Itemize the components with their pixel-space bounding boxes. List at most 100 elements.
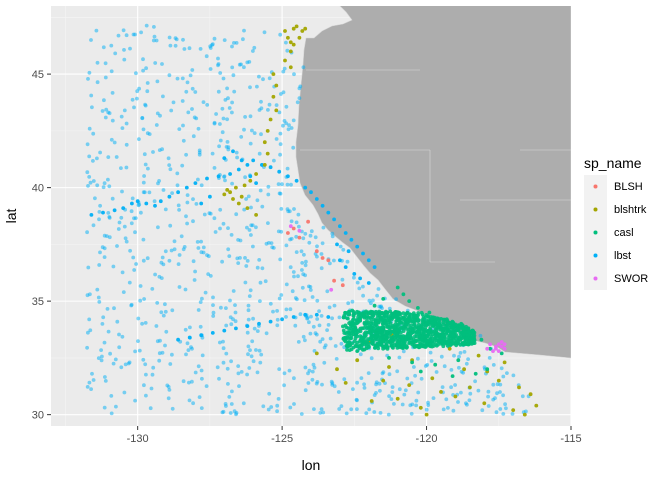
data-point-lbst (318, 411, 323, 415)
data-point-casl (436, 338, 441, 343)
data-point-lbst (169, 248, 174, 253)
data-point-lbst (262, 30, 267, 35)
data-point-lbst (191, 197, 195, 202)
data-point-blshtrk (288, 65, 293, 70)
data-point-lbst (89, 93, 94, 98)
data-point-lbst (296, 212, 301, 217)
data-point-lbst (183, 327, 188, 332)
data-point-lbst (378, 388, 382, 393)
data-point-lbst (246, 194, 251, 199)
data-point-blsh (297, 235, 302, 240)
data-point-lbst (96, 295, 101, 300)
data-point-casl (444, 331, 449, 335)
data-point-lbst (216, 174, 221, 179)
data-point-lbst (292, 207, 296, 211)
data-point-lbst (208, 274, 213, 278)
data-point-lbst (156, 181, 160, 186)
data-point-casl (441, 320, 445, 325)
data-point-lbst (226, 96, 230, 101)
data-point-lbst (255, 198, 260, 203)
data-point-casl (464, 327, 468, 331)
data-point-lbst (221, 76, 226, 81)
data-point-casl (374, 330, 379, 335)
data-point-lbst (266, 184, 271, 189)
data-point-casl (416, 318, 420, 323)
data-point-lbst (100, 109, 105, 113)
data-point-lbst (221, 409, 226, 414)
data-point-lbst (277, 191, 282, 196)
data-point-lbst (282, 119, 287, 123)
data-point-lbst (343, 231, 348, 235)
data-point-lbst (136, 316, 141, 321)
data-point-lbst (344, 411, 349, 416)
data-point-lbst (242, 127, 246, 132)
data-point-lbst (177, 285, 182, 289)
data-point-lbst (288, 405, 293, 410)
data-point-casl (399, 321, 404, 325)
data-point-lbst (109, 43, 114, 48)
data-point-lbst (390, 390, 395, 394)
data-point-casl (389, 343, 394, 348)
data-point-casl (376, 320, 381, 325)
data-point-lbst (124, 142, 129, 147)
data-point-lbst (395, 369, 400, 374)
data-point-lbst (231, 149, 235, 154)
data-point-casl (397, 340, 402, 345)
data-point-lbst (158, 338, 162, 343)
data-point-lbst (233, 303, 237, 307)
data-point-lbst (292, 72, 296, 77)
data-point-casl (456, 358, 461, 363)
data-point-lbst (332, 384, 337, 389)
data-point-blshtrk (271, 72, 276, 76)
data-point-lbst (467, 398, 472, 403)
data-point-lbst (190, 346, 194, 351)
data-point-casl (416, 322, 421, 327)
data-point-lbst (142, 174, 147, 178)
data-point-lbst (191, 259, 196, 264)
data-point-casl (371, 329, 376, 334)
data-point-casl (419, 310, 424, 315)
data-point-lbst (196, 126, 201, 131)
data-point-casl (415, 344, 419, 349)
data-point-lbst (144, 23, 149, 28)
data-point-casl (358, 318, 362, 323)
data-point-casl (355, 318, 359, 322)
data-point-casl (352, 327, 356, 332)
data-point-lbst (133, 398, 138, 403)
data-point-lbst (459, 390, 463, 395)
data-point-casl (410, 319, 415, 324)
data-point-lbst (473, 379, 477, 384)
data-point-lbst (196, 364, 201, 369)
data-point-lbst (130, 201, 134, 206)
data-point-casl (411, 329, 416, 334)
data-point-lbst (170, 308, 175, 313)
data-point-lbst (145, 89, 150, 94)
data-point-casl (472, 338, 477, 343)
data-point-lbst (242, 65, 246, 70)
data-point-lbst (291, 145, 296, 150)
data-point-swor (297, 228, 302, 233)
data-point-casl (366, 337, 370, 341)
data-point-lbst (122, 108, 127, 113)
data-point-lbst (216, 89, 221, 94)
data-point-lbst (104, 107, 109, 112)
data-point-lbst (244, 197, 249, 201)
data-point-casl (410, 360, 414, 365)
data-point-casl (417, 334, 422, 339)
data-point-lbst (279, 293, 284, 297)
data-point-lbst (153, 272, 158, 277)
data-point-lbst (303, 365, 308, 370)
data-point-lbst (236, 364, 241, 368)
data-point-lbst (247, 366, 252, 370)
data-point-lbst (98, 150, 102, 155)
data-point-lbst (236, 238, 241, 242)
data-point-casl (360, 326, 364, 331)
data-point-lbst (177, 253, 182, 257)
data-point-lbst (110, 118, 115, 123)
data-point-lbst (282, 371, 287, 376)
data-point-blshtrk (381, 378, 386, 383)
data-point-lbst (320, 382, 324, 387)
data-point-lbst (176, 203, 181, 208)
data-point-lbst (108, 351, 112, 356)
data-point-lbst (289, 182, 293, 187)
